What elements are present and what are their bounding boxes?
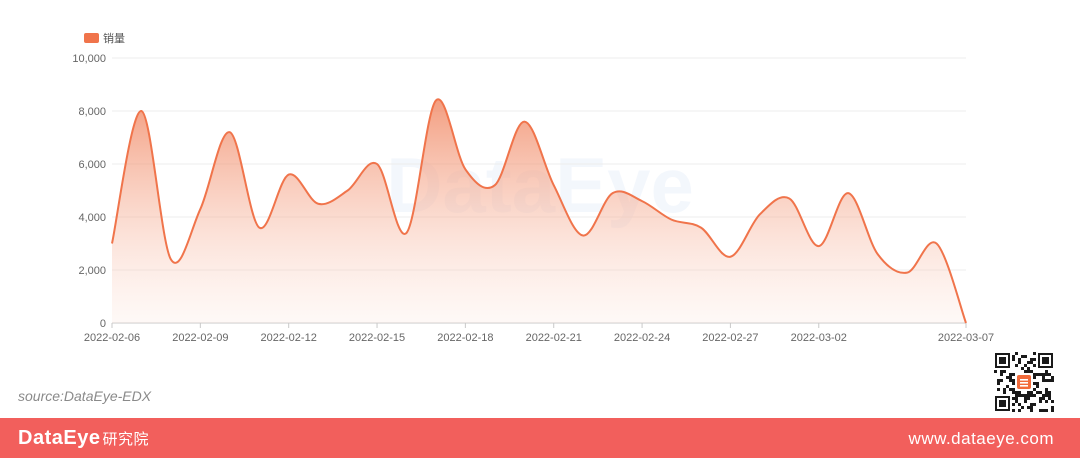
y-tick-label: 4,000 (78, 212, 106, 224)
x-tick-label: 2022-03-07 (938, 332, 994, 344)
x-tick-label: 2022-02-09 (172, 332, 228, 344)
x-tick-label: 2022-02-12 (261, 332, 317, 344)
x-tick-label: 2022-02-24 (614, 332, 670, 344)
x-tick-label: 2022-02-27 (702, 332, 758, 344)
sales-line (111, 98, 967, 324)
x-tick-label: 2022-03-02 (791, 332, 847, 344)
legend[interactable]: 销量 (84, 31, 125, 45)
x-tick-label: 2022-02-15 (349, 332, 405, 344)
x-tick-label: 2022-02-06 (84, 332, 140, 344)
legend-label[interactable]: 销量 (103, 31, 125, 45)
y-tick-label: 10,000 (72, 53, 106, 65)
y-axis: 0 2,000 4,000 6,000 8,000 10,000 (72, 53, 106, 330)
x-tick-label: 2022-02-18 (437, 332, 493, 344)
x-axis: 2022-02-06 2022-02-09 2022-02-12 2022-02-15… (84, 323, 994, 344)
website-url[interactable]: www.dataeye.com (908, 429, 1054, 448)
y-tick-label: 2,000 (78, 265, 106, 277)
y-tick-label: 0 (100, 318, 106, 330)
source-note: source:DataEye-EDX (18, 388, 152, 404)
brand-suffix: 研究院 (102, 430, 149, 448)
x-tick-label: 2022-02-21 (526, 332, 582, 344)
y-tick-label: 8,000 (78, 106, 106, 118)
legend-swatch[interactable] (84, 33, 99, 43)
footer-bar: DataEye 研究院 www.dataeye.com (0, 418, 1080, 458)
brand-logo: DataEye 研究院 (18, 427, 149, 450)
y-tick-label: 6,000 (78, 159, 106, 171)
sales-area (112, 99, 966, 324)
qr-code (994, 352, 1054, 412)
brand-name: DataEye (18, 427, 101, 449)
